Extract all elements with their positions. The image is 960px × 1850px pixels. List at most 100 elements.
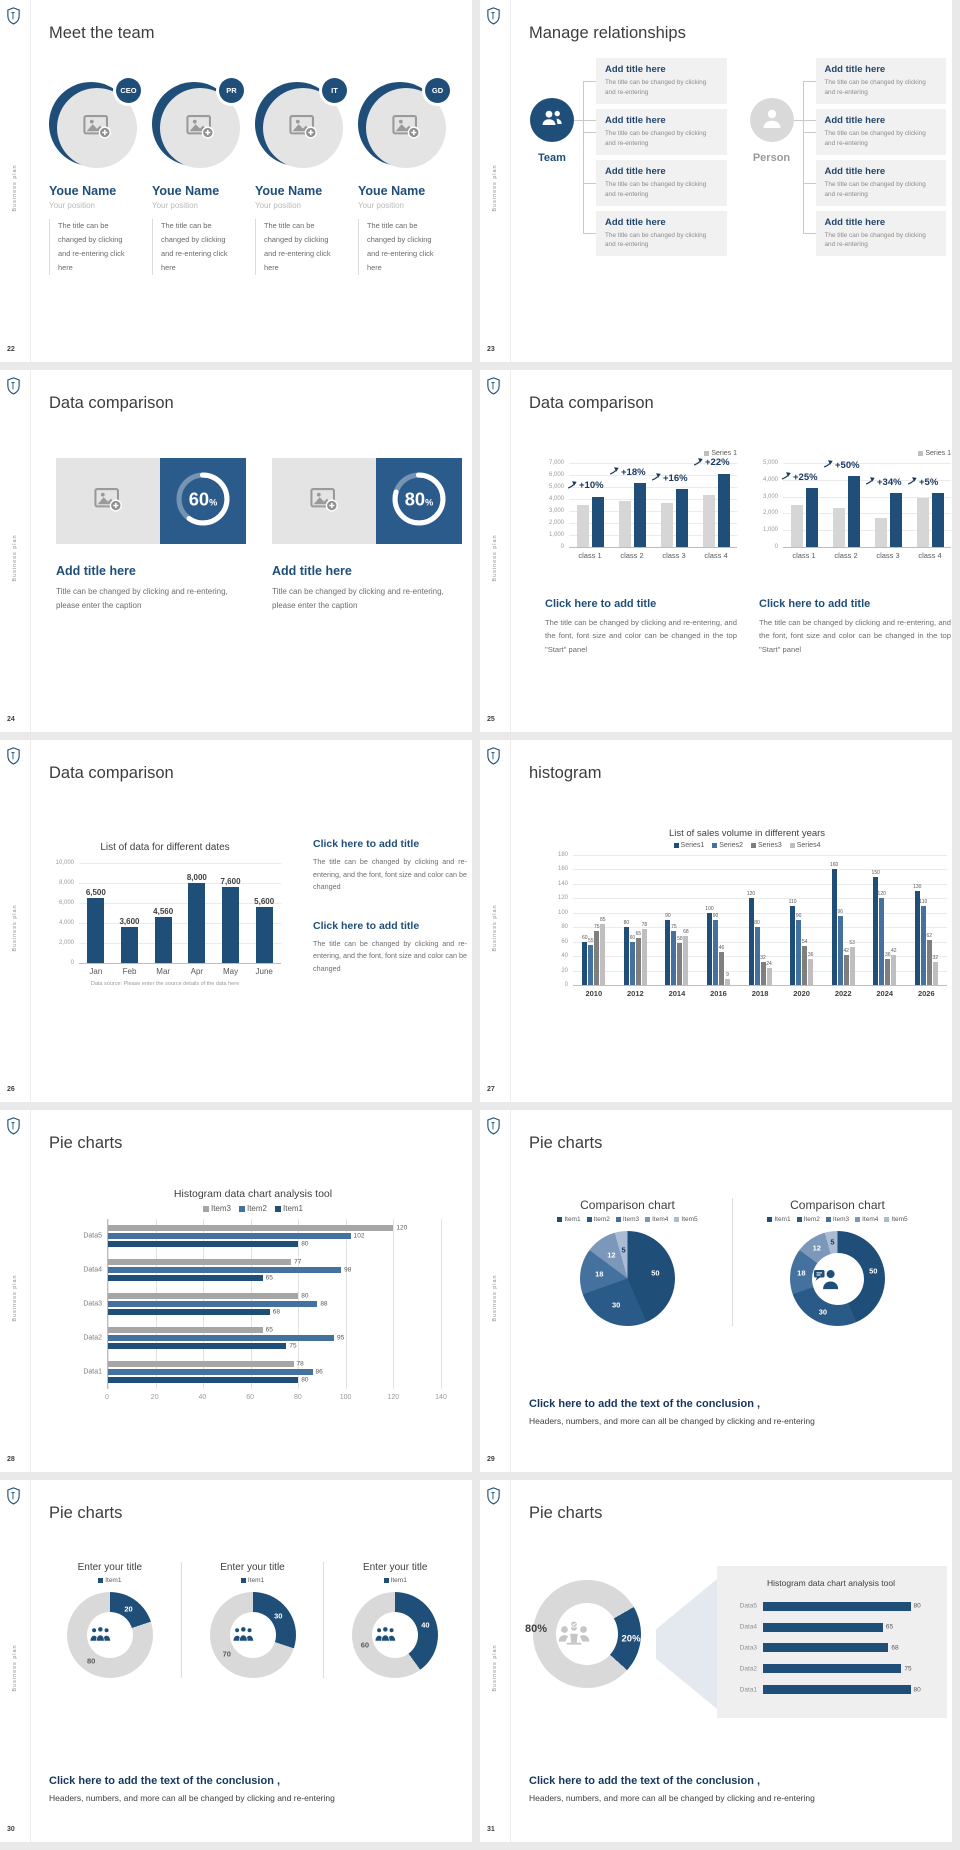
- y-tick-label: 0: [70, 960, 74, 966]
- mini-bar-chart-panel: Histogram data chart analysis tool Data5 8…: [717, 1566, 947, 1718]
- slide-22[interactable]: Business plan 22 Meet the team CEO Youe …: [0, 0, 472, 362]
- bar-group: 150 120 36 42: [864, 855, 906, 985]
- bar: [702, 495, 715, 547]
- slide-sidebar: Business plan 30: [0, 1480, 31, 1842]
- bar-group: 100 90 46 9: [698, 855, 740, 985]
- conclusion: Click here to add the text of the conclu…: [49, 1775, 458, 1803]
- slide-sidebar: Business plan 27: [480, 740, 511, 1102]
- bar-row: Data5 120 102 80: [83, 1219, 441, 1253]
- slide-26[interactable]: Business plan 26 Data comparison List of…: [0, 740, 472, 1102]
- member-position: Your position: [49, 201, 95, 210]
- x-tick-label: class 1: [792, 551, 816, 560]
- x-tick-label: 2010: [585, 989, 603, 998]
- bar: 78: [642, 922, 647, 985]
- bar: 32: [760, 955, 766, 985]
- slice-label: 30: [818, 1307, 828, 1317]
- legend-swatch: [674, 1217, 680, 1222]
- chart-legend: Item1 Item2 Item3 Item4 Item5: [523, 1216, 732, 1223]
- donut-chart: 20% 80%: [525, 1580, 641, 1688]
- bar: 80: [624, 920, 629, 985]
- logo-shield-icon: [6, 747, 21, 765]
- group-person: Person: [741, 58, 816, 261]
- x-tick-label: 2026: [917, 989, 935, 998]
- legend-swatch: [673, 843, 679, 848]
- bar: 60: [582, 935, 588, 985]
- group-label: Team: [538, 152, 566, 164]
- caption-body: The title can be changed by clicking and…: [759, 618, 951, 654]
- legend-label: Item3: [832, 1216, 850, 1223]
- bar: 80: [108, 1377, 309, 1384]
- x-tick-label: Feb: [122, 967, 137, 976]
- bar: 110: [919, 899, 927, 985]
- bar-value-label: 77: [294, 1258, 302, 1266]
- bar-group: 5,600: [247, 863, 281, 963]
- x-tick-label: 2014: [668, 989, 686, 998]
- slice-label: 80: [86, 1656, 96, 1666]
- growth-text: +16%: [663, 472, 688, 484]
- conclusion-title: Click here to add the text of the conclu…: [529, 1775, 761, 1787]
- comparison-cards: 60% Add title here Title can be changed …: [56, 458, 462, 614]
- legend-label: Item1: [564, 1216, 581, 1223]
- team-members-row: CEO Youe Name Your position The title ca…: [49, 78, 450, 276]
- legend-item: Item5: [884, 1216, 908, 1223]
- svg-text:80%: 80%: [405, 488, 434, 509]
- relationship-diagram: Team Add title here The title can be cha…: [521, 58, 946, 261]
- chart-body: 180 160 140 120 100 80 60 40 20 0 60 55 75 85 80 60 65 78…: [547, 852, 947, 988]
- bar-value-label: 3,600: [119, 917, 140, 926]
- bar-value-label: 65: [265, 1274, 273, 1282]
- gridline: [573, 927, 947, 929]
- slide-25[interactable]: Business plan 25 Data comparison Series …: [480, 370, 952, 732]
- bar-value-label: 75: [594, 923, 600, 930]
- category-label: Data3: [739, 1644, 757, 1652]
- horizontal-bar-chart: Histogram data chart analysis tool Item3 I…: [65, 1188, 447, 1404]
- donut-disc: 20% 80%: [525, 1580, 641, 1688]
- member-description: The title can be changed by clicking and…: [152, 219, 233, 276]
- bar-value-label: 75: [904, 1665, 912, 1673]
- x-tick-label: class 4: [704, 551, 728, 560]
- growth-text: +18%: [621, 466, 646, 478]
- bar: 102: [108, 1233, 364, 1240]
- x-tick-label: class 2: [620, 551, 644, 560]
- slide-29[interactable]: Business plan 29 Pie charts Comparison c…: [480, 1110, 952, 1472]
- slide-28[interactable]: Business plan 28 Pie charts Histogram da…: [0, 1110, 472, 1472]
- conclusion-body: Headers, numbers, and more can all be ch…: [529, 1416, 815, 1426]
- slide-sidebar: Business plan 31: [480, 1480, 511, 1842]
- bar-value-label: 90: [665, 913, 671, 919]
- slide-number: 23: [487, 346, 495, 353]
- legend-item: Item5: [674, 1216, 698, 1223]
- x-tick-label: 2024: [876, 989, 894, 998]
- bar: 100: [705, 906, 714, 985]
- slide-31[interactable]: Business plan 31 Pie charts 20% 80% Histo…: [480, 1480, 952, 1842]
- bar: 6,500: [86, 888, 106, 963]
- x-tick-label: 120: [387, 1394, 400, 1401]
- legend-item: Item1: [767, 1216, 791, 1223]
- team-icon: [539, 109, 565, 132]
- bar-value-label: 53: [849, 939, 855, 946]
- slide-27[interactable]: Business plan 27 histogram List of sales…: [480, 740, 952, 1102]
- item-title: Add title here: [824, 165, 886, 177]
- member-name: Youe Name: [49, 184, 117, 198]
- bar-group: +16%: [651, 463, 695, 547]
- gridline: [573, 869, 947, 871]
- slide-30[interactable]: Business plan 30 Pie charts Enter your t…: [0, 1480, 472, 1842]
- page-title: Data comparison: [49, 764, 174, 782]
- sidebar-vertical-label: Business plan: [12, 904, 18, 952]
- block-body: The title can be changed by clicking and…: [313, 938, 467, 973]
- bar-value-label: 130: [913, 884, 922, 891]
- bar: 68: [683, 929, 689, 985]
- list-item: Add title here The title can be changed …: [583, 58, 727, 104]
- legend-swatch: [884, 1217, 890, 1222]
- slide-number: 29: [487, 1456, 495, 1463]
- chart-legend: Item1: [43, 1577, 177, 1584]
- slide-24[interactable]: Business plan 24 Data comparison 60% Add…: [0, 370, 472, 732]
- chart-legend: Item1: [328, 1577, 462, 1584]
- conclusion-title: Click here to add the text of the conclu…: [529, 1398, 761, 1410]
- slide-23[interactable]: Business plan 23 Manage relationships Te…: [480, 0, 952, 362]
- y-tick-label: 10,000: [55, 860, 74, 866]
- bar: 120: [878, 891, 886, 985]
- legend-label: Item2: [803, 1216, 820, 1223]
- y-tick-label: 2,000: [762, 510, 778, 517]
- slide-main: Pie charts 20% 80% Histogram data chart a…: [511, 1480, 952, 1842]
- page-title: Manage relationships: [529, 24, 686, 42]
- bar-value-label: 54: [801, 939, 808, 945]
